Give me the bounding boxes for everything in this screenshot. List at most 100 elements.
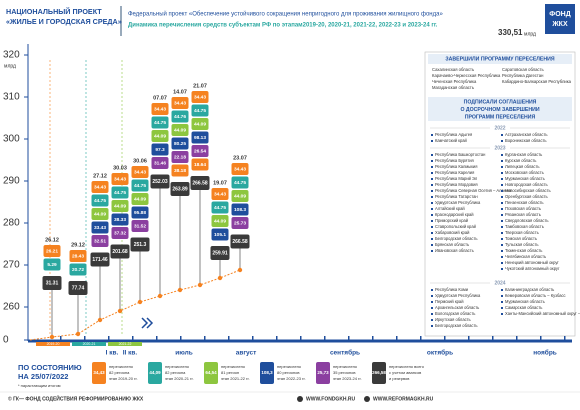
block-value: 44.75 (194, 108, 206, 114)
bullet (501, 226, 503, 228)
region: Брянская область (435, 242, 469, 247)
bullet (501, 140, 503, 142)
timeline-tick (516, 336, 518, 341)
bullet (431, 295, 433, 297)
column-date: 30.06 (133, 158, 147, 164)
total-block (230, 234, 250, 249)
total-block (42, 276, 62, 290)
y-tick-label: 310 (3, 92, 20, 103)
bullet (431, 325, 433, 327)
bullet (431, 232, 433, 234)
bullet (431, 178, 433, 180)
block-value: 38.18 (174, 168, 186, 174)
total-block (68, 281, 88, 295)
block-value: 105.1 (214, 232, 226, 238)
bullet (501, 208, 503, 210)
timeline-tick (84, 336, 86, 341)
block-value: 31.46 (154, 160, 166, 166)
column-date: 23.07 (233, 155, 247, 161)
stage-block (211, 188, 229, 200)
region: Магаданская область (432, 85, 475, 90)
bullet (501, 178, 503, 180)
block-value: 44.09 (94, 211, 106, 217)
total-block (190, 176, 210, 190)
bullet (501, 232, 503, 234)
panel-title: ЗАВЕРШИЛИ ПРОГРАММУ ПЕРЕСЕЛЕНИЯ (445, 56, 554, 62)
block-value: 44.09 (214, 218, 226, 224)
timeline-tick (564, 336, 566, 341)
bullet (431, 190, 433, 192)
region: Приморский край (435, 218, 468, 223)
region: Вологодская область (435, 311, 475, 316)
region: Калининградская область (505, 287, 554, 292)
legend-text: этап 2022-23 гг. (277, 376, 306, 381)
legend-value: 44,09 (149, 370, 161, 375)
bullet (431, 166, 433, 168)
bullet (431, 208, 433, 210)
block-value: 37.32 (114, 230, 126, 236)
region: Мурманская область (505, 176, 545, 181)
column-date: 29.12 (71, 242, 85, 248)
region: Республика Мордовия (435, 182, 478, 187)
federal-project: Федеральный проект «Обеспечение устойчив… (128, 11, 443, 18)
bullet (501, 160, 503, 162)
stage-block (231, 217, 249, 229)
year-label: 2022 (494, 125, 505, 131)
stage-block (151, 116, 169, 129)
legend-value: 34,43 (93, 370, 105, 375)
y-tick-label: 270 (3, 260, 20, 271)
project-title: НАЦИОНАЛЬНЫЙ ПРОЕКТ (6, 7, 102, 16)
block-value: 44.75 (94, 198, 106, 204)
region: Камчатский край (435, 138, 467, 143)
block-value: 33.43 (94, 225, 106, 231)
bullet (501, 202, 503, 204)
logo-text: ФОНД (549, 11, 570, 18)
block-value: 34.43 (114, 176, 126, 182)
bullet (501, 262, 503, 264)
region: Иркутская область (435, 317, 471, 322)
bullet (501, 250, 503, 252)
bullet (501, 172, 503, 174)
block-value: 44.09 (114, 203, 126, 209)
region: Чеченская Республика (432, 79, 477, 84)
column-total: 171.46 (92, 257, 108, 263)
column-total: 251.3 (134, 242, 147, 248)
region: Псковская область (505, 206, 541, 211)
region: Республика Марий Эл (435, 176, 478, 181)
total-block (130, 237, 150, 252)
year-label: 2024 (494, 280, 505, 286)
region: Челябинская область (505, 254, 546, 259)
grand-total-unit: млрд (524, 31, 536, 37)
region: Удмуртская Республика (435, 200, 481, 205)
legend-value: 266,58 (372, 370, 386, 375)
y-tick-label: 290 (3, 176, 20, 187)
panel-title-bg (428, 54, 572, 64)
region: Мурманская область (505, 299, 545, 304)
timeline-tick (180, 336, 182, 341)
bullet (501, 289, 503, 291)
bullet (431, 196, 433, 198)
region: Ставропольский край (435, 224, 476, 229)
region: Курганская область (505, 152, 542, 157)
stage-block (111, 186, 129, 199)
stage-block (211, 201, 229, 214)
divider (120, 6, 122, 36)
bullet (501, 134, 503, 136)
y-tick-label: 0 (3, 335, 9, 346)
region: Республика Дагестан (502, 73, 544, 78)
stage-block (151, 143, 169, 156)
legend-text: перечислено (221, 364, 246, 369)
progress-dot (197, 282, 203, 288)
bullet (431, 301, 433, 303)
legend-text: этап 2021-22 гг. (221, 376, 250, 381)
region: Карачаево-Черкесская Республика (432, 73, 501, 78)
stage-block (171, 97, 189, 109)
arrow-icon (141, 317, 154, 329)
progress-dot (117, 308, 123, 314)
legend-text: перечислено всего (389, 364, 425, 369)
column-total: 252.03 (152, 179, 168, 185)
stage-block (111, 213, 129, 226)
month-label: август (236, 350, 257, 357)
stage-block (231, 190, 249, 202)
